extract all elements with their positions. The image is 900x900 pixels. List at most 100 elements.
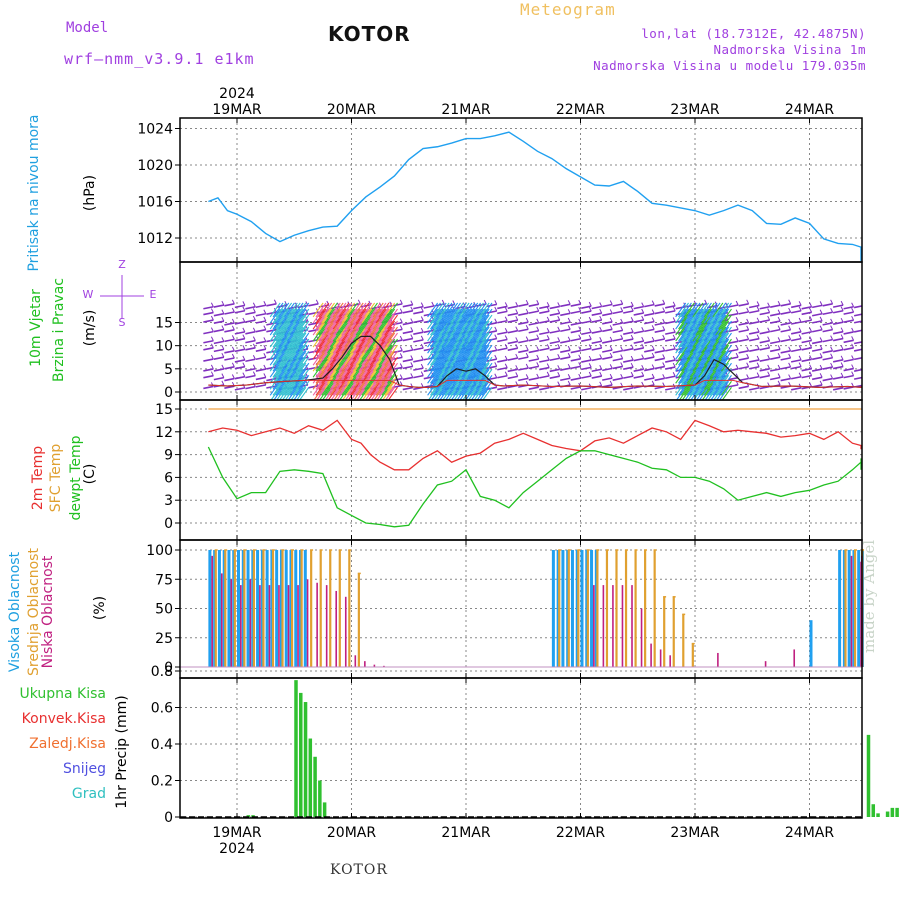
wind-barb	[728, 312, 739, 317]
wind-barb-flag	[830, 353, 834, 358]
wind-burst-mark	[341, 374, 353, 390]
top-year-label: 2024	[219, 86, 255, 102]
wind-barb	[413, 359, 424, 363]
wind-burst-mark	[721, 332, 732, 348]
wind-burst-mark	[712, 356, 724, 372]
wind-barb-flag	[557, 309, 561, 314]
wind-burst-mark	[444, 302, 456, 318]
wind-burst-mark	[450, 332, 461, 348]
wind-burst-mark	[284, 314, 295, 330]
precip-bar	[866, 734, 871, 817]
wind-burst-mark	[432, 302, 444, 318]
wind-burst-mark	[284, 350, 295, 366]
wind-barb-flag	[221, 316, 225, 322]
wind-burst-mark	[695, 386, 707, 400]
wind-barb	[245, 358, 256, 363]
wind-barb-flag	[567, 300, 571, 305]
wind-burst-mark	[278, 350, 290, 366]
wind-burst-mark	[275, 362, 287, 378]
wind-burst-mark	[479, 386, 490, 400]
wind-barb-flag	[252, 302, 256, 308]
wind-burst-mark	[361, 338, 373, 354]
wind-burst-mark	[464, 314, 476, 330]
wind-burst-mark	[289, 314, 301, 330]
wind-burst-mark	[701, 380, 712, 396]
wind-burst-mark	[326, 302, 338, 318]
wind-barb-flag	[873, 319, 875, 323]
wind-burst-mark	[683, 302, 695, 318]
wind-barb-flag	[578, 373, 582, 379]
wind-barb-flag	[819, 380, 823, 386]
wind-barb	[591, 312, 602, 316]
wind-barb-flag	[525, 352, 529, 358]
wind-burst-mark	[356, 386, 367, 400]
wind-burst-mark	[701, 356, 712, 372]
bottom-day-label: 21MAR	[441, 825, 490, 841]
wind-burst-mark	[689, 344, 701, 360]
wind-barb	[581, 359, 592, 363]
wind-barb	[549, 319, 560, 323]
wind-burst-mark	[341, 326, 353, 342]
wind-barb-flag	[662, 299, 666, 305]
wind-burst-mark	[367, 302, 378, 318]
wind-burst-mark	[683, 332, 695, 348]
wind-barb-flag	[873, 382, 875, 386]
wind-barb-flag	[777, 337, 781, 342]
wind-burst-mark	[718, 380, 730, 396]
precip-legend-frz: Zaledj.Kisa	[29, 736, 106, 752]
wind-barb	[234, 304, 246, 309]
wind-burst-mark	[332, 314, 344, 330]
wind-barb	[581, 347, 592, 352]
wind-burst-mark	[318, 344, 330, 360]
wind-barb-flag	[873, 347, 875, 351]
wind-barb-flag	[399, 308, 403, 313]
precip-bar	[876, 813, 880, 817]
wind-burst-mark	[278, 344, 290, 360]
wind-burst-mark	[347, 320, 358, 336]
wind-burst-mark	[352, 332, 364, 348]
wind-barb	[654, 365, 665, 370]
wind-barb-flag	[746, 307, 750, 313]
wind-burst-mark	[339, 386, 350, 400]
low-cloud-bar	[278, 585, 280, 667]
wind-burst-mark	[675, 314, 687, 330]
wind-burst-mark	[298, 314, 310, 330]
wind-barb	[728, 328, 739, 333]
wind-burst-mark	[284, 326, 295, 342]
wind-barb	[801, 305, 812, 310]
wind-barb-flag	[894, 308, 896, 312]
wind-barb-flag	[883, 362, 885, 366]
wind-barb-flag	[231, 346, 235, 352]
wind-burst-mark	[680, 326, 692, 342]
low-cloud-bar	[230, 579, 233, 667]
wind-barb	[801, 358, 812, 363]
wind-burst-mark	[287, 386, 298, 400]
wind-burst-mark	[367, 350, 378, 366]
wind-barb-flag	[840, 317, 844, 323]
wind-burst-mark	[321, 320, 333, 336]
wind-barb	[790, 304, 802, 309]
wind-barb-flag	[883, 346, 885, 350]
wind-burst-mark	[715, 326, 727, 342]
wind-burst-mark	[372, 380, 384, 396]
wind-barb	[790, 387, 802, 391]
wind-burst-mark	[718, 386, 730, 400]
wind-barb	[759, 358, 770, 362]
wind-barb-flag	[735, 352, 739, 358]
wind-barb-flag	[777, 316, 781, 322]
wind-burst-mark	[715, 332, 727, 348]
wind-barb-flag	[777, 300, 781, 306]
wind-burst-mark	[338, 314, 350, 330]
wind-burst-mark	[292, 302, 304, 318]
wind-burst-mark	[715, 356, 727, 372]
y-tick-label: 75	[155, 572, 173, 588]
wind-burst-mark	[292, 314, 304, 330]
wind-burst-mark	[430, 368, 441, 384]
wind-barb	[539, 331, 550, 336]
wind-burst-mark	[335, 380, 347, 396]
wind-burst-mark	[318, 338, 330, 354]
wind-burst-mark	[461, 326, 473, 342]
wind-burst-mark	[441, 320, 453, 336]
wind-barb-flag	[830, 318, 834, 324]
wind-barb-flag	[609, 364, 613, 369]
